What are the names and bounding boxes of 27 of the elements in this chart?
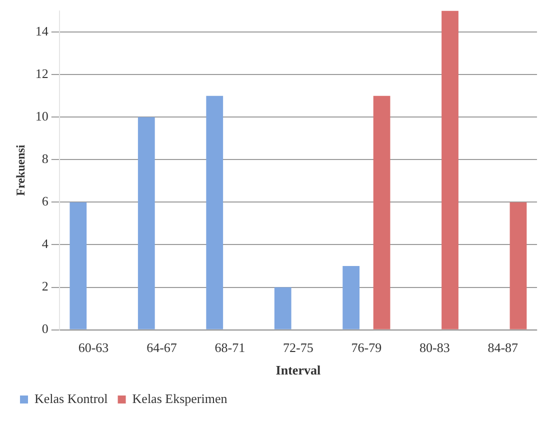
y-tick-label: 0 [42, 321, 48, 336]
x-tick-label: 80-83 [419, 340, 450, 356]
bar [373, 96, 390, 330]
x-tick-label: 76-79 [351, 340, 382, 356]
x-tick-label: 84-87 [488, 340, 519, 356]
y-tick-label: 6 [42, 194, 49, 209]
legend-label: Kelas Eksperimen [132, 390, 228, 406]
x-tick-label: 64-67 [146, 340, 178, 356]
bar [274, 287, 292, 330]
y-tick-label: 4 [42, 236, 49, 252]
x-tick-label: 68-71 [214, 340, 246, 356]
x-tick-label: 60-63 [78, 340, 109, 356]
bar [70, 202, 87, 330]
y-tick-label: 10 [35, 108, 48, 124]
bar [138, 117, 155, 330]
bar [342, 266, 360, 330]
bar [206, 96, 224, 330]
y-tick-label: 8 [42, 151, 48, 166]
x-tick-label: 72-75 [283, 340, 314, 356]
legend-label: Kelas Kontrol [34, 390, 108, 406]
y-tick-label: 12 [35, 66, 48, 82]
y-axis-title: Frekuensi [13, 144, 28, 196]
bar [442, 10, 458, 330]
y-tick-label: 2 [42, 278, 48, 294]
y-tick-label: 14 [35, 23, 49, 38]
x-axis-title: Interval [276, 362, 321, 378]
bar [510, 202, 527, 330]
